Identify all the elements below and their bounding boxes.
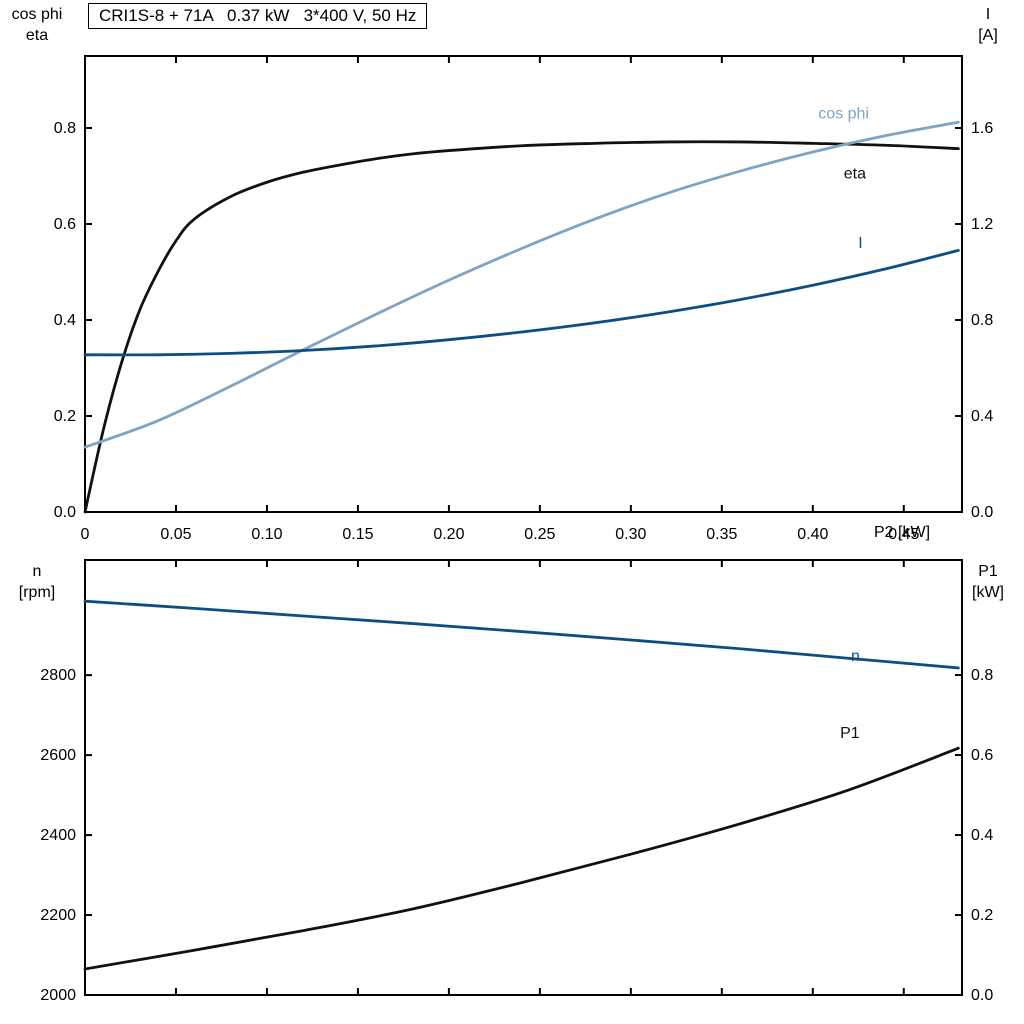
right-tick-label: 0.4	[971, 827, 993, 844]
bottom-right-axis-title: P1 [kW]	[956, 561, 1020, 603]
curve-eta	[83, 140, 960, 514]
curve-I	[83, 249, 960, 357]
left-tick-label: 0.6	[54, 216, 76, 233]
curve-label-n: n	[851, 648, 860, 665]
axis-title-line: n	[32, 563, 42, 580]
curve-label-cos-phi: cos phi	[818, 106, 869, 123]
curve-cos-phi	[83, 120, 960, 449]
x-tick-label: 0.45	[888, 526, 919, 543]
axis-title-line: cos phi	[11, 6, 63, 23]
top-right-axis-title: I [A]	[958, 4, 1018, 46]
right-tick-label: 0.0	[971, 987, 993, 1004]
left-tick-label: 2000	[40, 987, 76, 1004]
left-tick-label: 0.0	[54, 504, 76, 521]
right-tick-label: 0.8	[971, 667, 993, 684]
x-tick-label: 0.30	[615, 526, 646, 543]
left-tick-label: 0.4	[54, 312, 76, 329]
x-tick-label: 0.05	[160, 526, 191, 543]
left-tick-label: 2800	[40, 667, 76, 684]
curve-label-eta: eta	[844, 166, 866, 183]
x-tick-label: 0.10	[251, 526, 282, 543]
left-tick-label: 2200	[40, 907, 76, 924]
right-tick-label: 1.2	[971, 216, 993, 233]
right-tick-label: 0.4	[971, 408, 993, 425]
axis-title-line: [A]	[978, 27, 998, 44]
right-tick-label: 0.0	[971, 504, 993, 521]
left-tick-label: 0.2	[54, 408, 76, 425]
left-tick-label: 2400	[40, 827, 76, 844]
right-tick-label: 1.6	[971, 120, 993, 137]
curve-label-I: I	[858, 235, 862, 252]
right-tick-label: 0.8	[971, 312, 993, 329]
left-tick-label: 2600	[40, 747, 76, 764]
curve-n	[83, 599, 960, 670]
x-tick-label: 0.20	[433, 526, 464, 543]
x-tick-label: 0.15	[342, 526, 373, 543]
plot-border	[84, 559, 963, 996]
x-tick-label: 0.40	[797, 526, 828, 543]
axis-title-line: [rpm]	[18, 584, 56, 601]
axis-title-line: [kW]	[972, 584, 1004, 601]
curve-P1	[83, 746, 960, 971]
bottom-left-axis-title: n [rpm]	[6, 561, 68, 603]
x-tick-label: 0	[81, 526, 90, 543]
axis-title-line: P1	[978, 563, 998, 580]
chart-title-box: CRI1S-8 + 71A 0.37 kW 3*400 V, 50 Hz	[88, 3, 428, 29]
left-tick-label: 0.8	[54, 120, 76, 137]
x-axis-label: P2 [kW]	[874, 524, 931, 541]
x-tick-label: 0.35	[706, 526, 737, 543]
right-tick-label: 0.6	[971, 747, 993, 764]
curve-label-P1: P1	[840, 725, 860, 742]
axis-title-line: I	[985, 6, 991, 23]
top-left-axis-title: cos phi eta	[4, 4, 70, 46]
axis-title-line: eta	[25, 27, 49, 44]
plot-border	[84, 55, 963, 513]
right-tick-label: 0.2	[971, 907, 993, 924]
x-tick-label: 0.25	[524, 526, 555, 543]
